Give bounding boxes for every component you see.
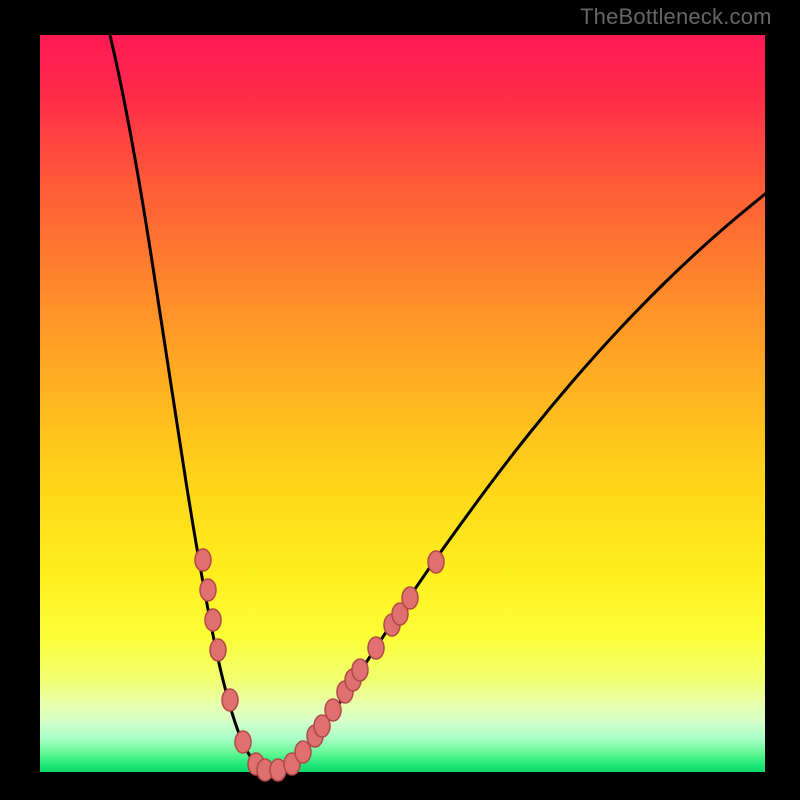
frame-bottom — [0, 772, 800, 800]
chart-container: TheBottleneck.com — [0, 0, 800, 800]
gradient-fill — [40, 35, 765, 772]
watermark-text: TheBottleneck.com — [580, 4, 772, 30]
frame-right — [765, 0, 800, 800]
chart-background — [0, 0, 800, 800]
frame-left — [0, 0, 40, 800]
